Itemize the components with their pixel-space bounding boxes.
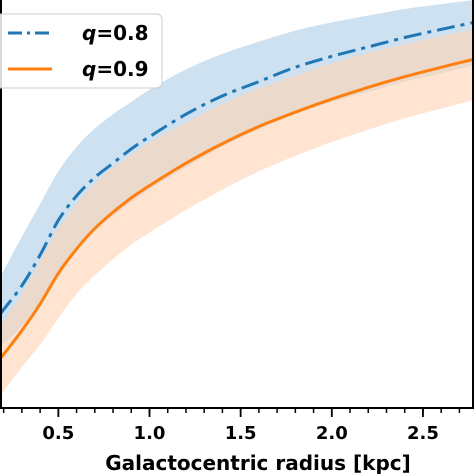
legend-label-series-1: q=0.8 bbox=[82, 21, 149, 45]
legend-variable: q bbox=[82, 21, 96, 45]
x-tick-label: 0.5 bbox=[42, 423, 74, 444]
legend: q=0.8q=0.9 bbox=[0, 14, 162, 88]
legend-variable: q bbox=[82, 57, 96, 81]
legend-value: =0.8 bbox=[96, 21, 148, 45]
x-axis-label: Galactocentric radius [kpc] bbox=[105, 451, 411, 474]
x-tick-label: 1.0 bbox=[134, 423, 166, 444]
x-tick-label: 1.5 bbox=[225, 423, 257, 444]
legend-value: =0.9 bbox=[96, 57, 148, 81]
legend-label-series-2: q=0.9 bbox=[82, 57, 149, 81]
x-tick-label: 2.5 bbox=[407, 423, 439, 444]
x-tick-label: 2.0 bbox=[316, 423, 348, 444]
